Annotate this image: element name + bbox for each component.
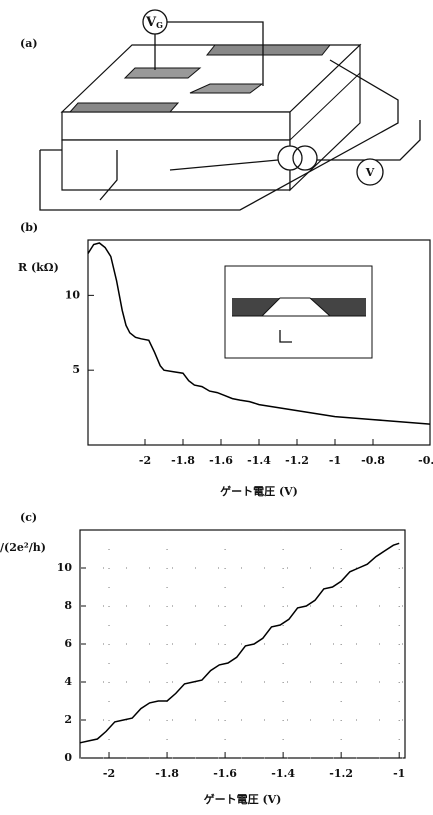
y-tick-label: 10	[57, 561, 73, 574]
x-tick-label: -1.2	[285, 454, 309, 467]
y-tick-label: 5	[72, 363, 80, 376]
y-tick-label: 6	[64, 637, 72, 650]
x-tick-label: -1.4	[271, 767, 295, 780]
y-tick-label: 4	[64, 675, 72, 688]
x-tick-label: -1.4	[247, 454, 271, 467]
x-tick-label: -2	[139, 454, 151, 467]
data-line	[80, 543, 399, 743]
x-tick-label: -1.8	[171, 454, 195, 467]
x-tick-label: -1.8	[155, 767, 179, 780]
x-axis-label: ゲート電圧 (V)	[204, 792, 282, 806]
gate	[125, 68, 200, 78]
y-tick-label: 2	[64, 713, 72, 726]
x-tick-label: -0.8	[361, 454, 385, 467]
substrate	[62, 140, 290, 190]
device-schematic: (a) VG V	[20, 10, 420, 210]
x-tick-label: -0.5	[418, 454, 433, 467]
x-tick-label: -1.6	[209, 454, 233, 467]
x-tick-label: -1.2	[329, 767, 353, 780]
inset	[225, 266, 372, 358]
x-axis-label: ゲート電圧 (V)	[220, 484, 298, 498]
x-tick-label: -1	[393, 767, 405, 780]
front-layer	[62, 112, 290, 140]
x-tick-label: -1.6	[213, 767, 237, 780]
y-tick-label: 0	[64, 751, 72, 764]
contact	[70, 103, 178, 112]
x-tick-label: -2	[103, 767, 115, 780]
x-tick-label: -1	[329, 454, 341, 467]
y-axis-label: /(2e²/h)	[0, 541, 46, 554]
panel-label: (a)	[20, 37, 38, 50]
panel-label: (b)	[20, 221, 38, 234]
panel-label: (c)	[20, 511, 37, 524]
y-tick-label: 10	[65, 288, 81, 301]
current-source	[278, 146, 302, 170]
voltmeter-label: V	[365, 166, 375, 179]
y-tick-label: 8	[64, 599, 72, 612]
y-axis-label: R (kΩ)	[18, 261, 59, 274]
page: (a) VG V (b)R (kΩ)ゲート電圧 (V)-2-1.8-1.6-1.…	[0, 0, 433, 815]
figure: (a) VG V (b)R (kΩ)ゲート電圧 (V)-2-1.8-1.6-1.…	[0, 0, 433, 815]
contact	[207, 45, 330, 55]
gate-voltage-subscript: G	[156, 20, 163, 30]
